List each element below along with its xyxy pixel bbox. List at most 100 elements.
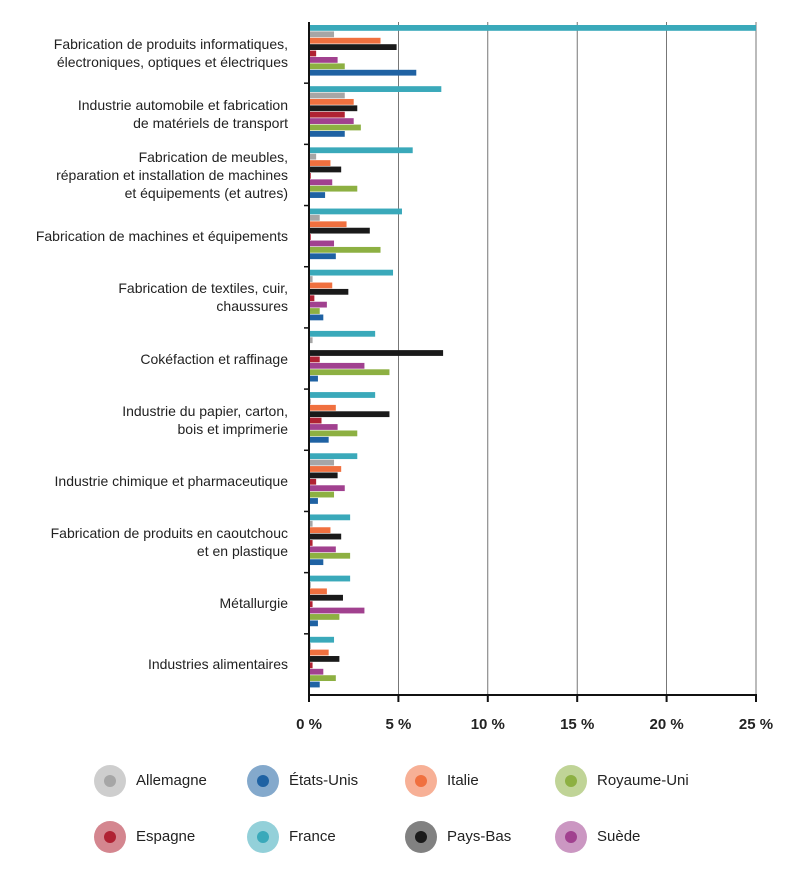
bar <box>309 636 335 643</box>
legend-label: Suède <box>597 828 640 845</box>
bar <box>309 301 327 308</box>
bar <box>309 63 345 70</box>
bar <box>309 472 338 479</box>
bar <box>309 404 336 411</box>
legend-swatch <box>415 831 427 843</box>
bar <box>309 308 320 314</box>
bar <box>309 436 329 443</box>
bar <box>309 179 333 186</box>
legend-label: Allemagne <box>136 772 207 789</box>
bar <box>309 594 343 601</box>
bar <box>309 98 354 105</box>
category-label: Fabrication de textiles, cuir, chaussure… <box>118 280 288 315</box>
bar <box>309 111 345 118</box>
bar <box>309 498 318 504</box>
x-tick-label: 5 % <box>385 716 411 733</box>
legend-swatch <box>415 775 427 787</box>
bar <box>309 240 335 247</box>
category-label: Industrie automobile et fabrication de m… <box>77 96 288 131</box>
bar <box>309 375 318 382</box>
bar <box>309 50 317 57</box>
bar <box>309 124 361 131</box>
legend-swatch <box>104 831 116 843</box>
bar <box>309 356 320 363</box>
bar <box>309 227 370 234</box>
bar <box>309 295 315 302</box>
bar <box>309 25 756 31</box>
bar <box>309 411 390 418</box>
category-label: Industrie du papier, carton, bois et imp… <box>122 402 288 437</box>
category-label: Fabrication de meubles, réparation et in… <box>56 148 288 201</box>
category-label: Fabrication de produits informatiques, é… <box>53 35 288 70</box>
legend-label: États-Unis <box>289 772 358 789</box>
bar <box>309 330 376 337</box>
x-tick-label: 10 % <box>471 716 505 733</box>
bar <box>309 130 345 137</box>
bar <box>309 369 390 376</box>
legend-swatch <box>104 775 116 787</box>
category-label: Métallurgie <box>219 595 288 612</box>
bar <box>309 675 336 682</box>
bar <box>309 288 349 295</box>
x-tick-label: 25 % <box>739 716 773 733</box>
x-tick-label: 0 % <box>296 716 322 733</box>
bar <box>309 221 347 228</box>
bar <box>309 185 358 192</box>
bar <box>309 514 351 521</box>
legend-swatch <box>565 831 577 843</box>
bar <box>309 681 320 688</box>
bar <box>309 192 326 198</box>
bar <box>309 153 317 160</box>
x-tick-label: 20 % <box>649 716 683 733</box>
bar <box>309 662 313 669</box>
bar <box>309 649 329 656</box>
bar <box>309 533 342 540</box>
bar <box>309 478 317 485</box>
bar <box>309 253 336 260</box>
bar <box>309 276 313 282</box>
bar <box>309 282 333 289</box>
x-tick-label: 15 % <box>560 716 594 733</box>
bar <box>309 350 444 356</box>
bar <box>309 424 338 430</box>
bar <box>309 57 338 63</box>
bar <box>309 575 351 582</box>
category-label: Fabrication de produits en caoutchouc et… <box>50 525 288 560</box>
bar <box>309 540 313 546</box>
bar <box>309 246 381 253</box>
bar <box>309 105 358 112</box>
bar <box>309 430 358 437</box>
legend-label: Espagne <box>136 828 195 845</box>
bar <box>309 69 417 76</box>
bar <box>309 314 324 321</box>
category-label: Industries alimentaires <box>147 656 288 673</box>
legend-label: France <box>289 828 336 845</box>
category-label: Fabrication de machines et équipements <box>35 228 288 245</box>
bar <box>309 417 322 424</box>
bar <box>309 214 320 221</box>
bar <box>309 362 365 369</box>
legend-label: Italie <box>447 772 479 789</box>
bar <box>309 44 397 50</box>
bar <box>309 92 345 99</box>
bar <box>309 614 340 620</box>
legend-swatch <box>257 775 269 787</box>
legend-label: Royaume-Uni <box>597 772 689 789</box>
bar <box>309 37 381 44</box>
legend-label: Pays-Bas <box>447 828 511 845</box>
bar <box>309 31 335 38</box>
category-label: Cokéfaction et raffinage <box>140 350 288 367</box>
bar <box>309 147 413 154</box>
bar <box>309 607 365 614</box>
bar <box>309 588 327 595</box>
bar <box>309 620 318 627</box>
bar <box>309 656 340 662</box>
bar <box>309 208 402 215</box>
bar <box>309 269 394 276</box>
bar <box>309 552 351 559</box>
category-label: Industrie chimique et pharmaceutique <box>54 472 288 489</box>
bar <box>309 485 345 492</box>
legend-swatch <box>565 775 577 787</box>
bar <box>309 520 313 527</box>
